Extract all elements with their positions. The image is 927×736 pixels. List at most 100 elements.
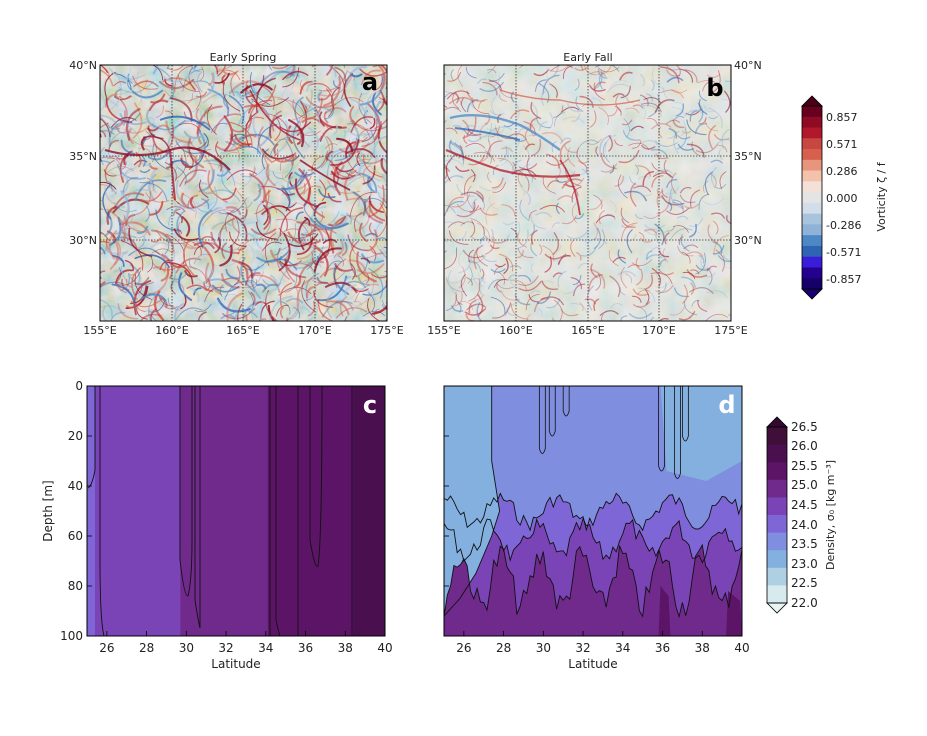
vorticity-filament — [256, 283, 267, 290]
vorticity-filament — [134, 276, 150, 286]
panel-b-title: Early Fall — [563, 51, 612, 64]
density-band — [353, 386, 385, 636]
vorticity-filament — [125, 203, 139, 231]
y-tick-label: 100 — [60, 629, 83, 643]
vorticity-filament — [466, 185, 474, 210]
vorticity-filament — [226, 140, 240, 162]
vorticity-filament — [328, 255, 352, 269]
vorticity-filament — [565, 177, 585, 188]
vorticity-filament — [293, 245, 324, 269]
vorticity-filament — [722, 266, 731, 269]
vorticity-filament — [248, 243, 255, 263]
vorticity-filament — [619, 65, 630, 81]
panel-a: Early Spring a 155°E 160°E 165°E 170°E 1… — [69, 51, 404, 337]
vorticity-filament — [200, 235, 215, 241]
vorticity-filament — [349, 191, 376, 218]
vorticity-filament — [244, 292, 257, 299]
vorticity-filament — [725, 80, 731, 82]
vorticity-filament — [614, 175, 625, 187]
vorticity-filament — [347, 128, 367, 137]
vorticity-filament — [479, 123, 488, 140]
vorticity-filament — [320, 251, 330, 259]
vorticity-filament — [646, 117, 658, 126]
vorticity-filament — [597, 68, 608, 79]
vorticity-filament — [331, 159, 351, 179]
vorticity-filament — [346, 212, 352, 225]
vorticity-filament — [551, 317, 557, 321]
vorticity-filament — [187, 137, 205, 169]
vorticity-filament — [296, 231, 306, 247]
vorticity-filament — [642, 170, 655, 187]
vorticity-filament — [259, 238, 269, 243]
vorticity-filament — [267, 65, 272, 71]
vorticity-filament — [679, 186, 692, 194]
vorticity-filament — [444, 239, 448, 243]
vorticity-filament — [123, 154, 129, 166]
vorticity-filament — [656, 190, 664, 208]
vorticity-filament — [245, 80, 255, 99]
vorticity-filament — [195, 201, 215, 207]
x-tick-label: 28 — [139, 641, 154, 655]
vorticity-filament — [359, 68, 387, 77]
vorticity-filament — [334, 263, 353, 272]
vorticity-filament — [299, 173, 312, 184]
y-tick-label: 80 — [68, 579, 83, 593]
vorticity-filament — [508, 133, 527, 139]
vorticity-filament — [467, 136, 482, 143]
vorticity-filament — [195, 108, 201, 124]
vorticity-filament — [702, 198, 725, 205]
vorticity-filament — [120, 161, 127, 170]
vorticity-filament — [338, 255, 344, 267]
vorticity-filament — [254, 189, 270, 215]
panel-a-title: Early Spring — [210, 51, 277, 64]
vorticity-filament — [145, 309, 158, 315]
vorticity-filament — [100, 129, 107, 138]
vorticity-filament — [517, 232, 527, 248]
vorticity-filament — [277, 98, 306, 120]
vorticity-filament — [166, 206, 186, 212]
density-swatch — [767, 532, 787, 551]
vorticity-filament — [100, 281, 125, 289]
vorticity-filament — [267, 304, 276, 321]
vorticity-filament — [673, 130, 680, 154]
vorticity-filament — [604, 134, 617, 153]
vorticity-filament — [117, 303, 139, 320]
vorticity-filament — [346, 123, 370, 138]
vorticity-filament — [529, 224, 535, 236]
vorticity-filament — [481, 253, 497, 262]
vorticity-filament — [276, 304, 289, 317]
vorticity-filament — [311, 65, 315, 68]
vorticity-filament — [104, 166, 134, 176]
vorticity-filament — [131, 267, 142, 301]
vorticity-filament — [237, 238, 264, 255]
vorticity-filament — [721, 97, 731, 101]
vorticity-filament — [501, 204, 516, 217]
panel-b-grid — [444, 65, 731, 321]
x-tick-label: 32 — [575, 641, 590, 655]
vorticity-filament — [689, 110, 698, 122]
vorticity-filament — [100, 246, 106, 255]
vorticity-filament — [631, 259, 653, 267]
vorticity-filament — [298, 116, 310, 148]
vorticity-filament — [352, 119, 387, 132]
vorticity-filament — [132, 89, 164, 99]
vorticity-filament — [651, 123, 672, 130]
vorticity-filament — [306, 80, 318, 92]
vorticity-filament — [275, 152, 297, 163]
vorticity-filament — [608, 249, 619, 267]
vorticity-tick: 0.857 — [826, 111, 858, 124]
vorticity-filament — [638, 191, 653, 197]
vorticity-filament — [617, 249, 627, 264]
vorticity-filament — [368, 184, 385, 218]
vorticity-filament — [108, 139, 119, 151]
vorticity-filament — [286, 311, 299, 320]
lon-tick: 165°E — [571, 324, 604, 337]
vorticity-filament — [577, 160, 590, 164]
vorticity-filament — [554, 252, 566, 262]
vorticity-filament — [293, 276, 302, 289]
vorticity-filament — [457, 230, 467, 241]
vorticity-filament — [348, 304, 363, 315]
vorticity-filament — [570, 239, 576, 257]
vorticity-filament — [385, 308, 387, 310]
density-swatch — [767, 462, 787, 481]
